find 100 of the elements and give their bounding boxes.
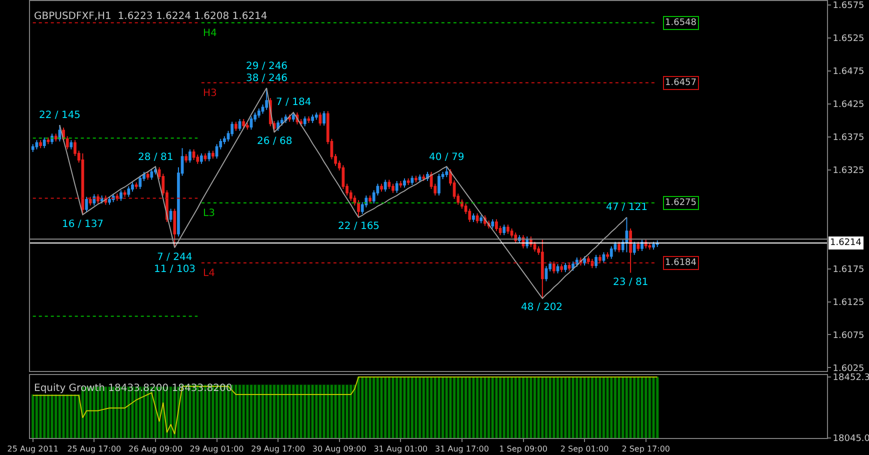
candlestick: [123, 190, 126, 198]
annotation: 23 / 81: [613, 277, 648, 288]
text: 1.6275: [665, 198, 696, 208]
candlestick: [438, 173, 440, 196]
candlestick: [656, 240, 659, 248]
x-tick-label: 1 Sep 09:00: [499, 444, 548, 454]
candlestick: [31, 144, 34, 153]
candlestick: [606, 252, 609, 260]
annotation: 47 / 121: [606, 202, 648, 213]
x-tick-label: 2 Sep 17:00: [622, 444, 670, 454]
candlestick: [184, 154, 188, 164]
candlestick: [625, 216, 628, 253]
candlestick: [42, 137, 46, 149]
candlestick: [70, 140, 73, 150]
candlestick: [127, 186, 130, 198]
candlestick: [276, 120, 280, 132]
candlestick: [380, 183, 383, 192]
candlestick: [188, 148, 192, 164]
candlestick: [598, 254, 602, 264]
candlestick: [586, 256, 590, 265]
annotation: 22 / 145: [39, 110, 81, 121]
x-tick-label: 25 Aug 17:00: [67, 444, 122, 454]
annotation: 7 / 184: [276, 97, 312, 108]
candlestick: [318, 112, 322, 126]
y-tick-label: 1.6425: [832, 100, 864, 110]
candlestick: [540, 239, 544, 299]
candlestick: [257, 108, 260, 118]
candlestick: [85, 196, 88, 213]
candlestick: [652, 241, 655, 250]
candlestick: [112, 193, 115, 203]
candlestick: [392, 183, 394, 194]
candlestick: [322, 110, 326, 126]
x-tick-label: 26 Aug 09:00: [128, 444, 182, 454]
candlestick: [307, 116, 310, 124]
candlestick: [204, 152, 207, 162]
candlestick: [618, 241, 620, 253]
text: 1.6457: [665, 78, 696, 88]
annotation: 7 / 244: [157, 252, 192, 263]
candlestick: [388, 179, 391, 190]
candlestick: [502, 224, 506, 236]
candlestick: [552, 261, 556, 274]
annotation: 16 / 137: [62, 219, 104, 230]
text: GBPUSDFXF,H1 1.6223 1.6224 1.6208 1.6214: [34, 11, 268, 22]
annotation: 48 / 202: [521, 302, 563, 313]
y-tick-label: 1.6325: [832, 166, 864, 176]
candlestick: [495, 218, 498, 232]
y-tick-label: 1.6025: [832, 364, 864, 374]
candlestick: [568, 262, 571, 272]
candlestick: [594, 254, 598, 269]
candlestick: [88, 196, 92, 206]
x-tick-label: 29 Aug 01:00: [190, 444, 244, 454]
candlestick: [491, 218, 494, 230]
candlestick: [357, 200, 360, 218]
annotation: 26 / 68: [257, 136, 292, 147]
line-series: [32, 376, 658, 435]
candlestick: [629, 228, 632, 274]
candlestick: [96, 194, 100, 204]
candlestick: [150, 168, 154, 180]
candlestick: [406, 178, 410, 186]
y-tick-label: 1.6125: [832, 298, 864, 308]
candlestick: [445, 166, 448, 178]
x-tick-label: 31 Aug 01:00: [374, 444, 428, 454]
x-tick-label: 30 Aug 09:00: [312, 444, 366, 454]
candlestick: [292, 112, 295, 122]
candlestick: [648, 242, 652, 250]
y-tick-label: 1.6525: [832, 34, 864, 44]
text: 1.6548: [665, 18, 697, 28]
candlestick: [246, 122, 249, 130]
x-tick-label: 2 Sep 01:00: [560, 444, 609, 454]
candlestick: [100, 195, 104, 204]
candlestick: [265, 88, 268, 110]
candlestick: [510, 228, 514, 238]
candlestick: [410, 175, 414, 186]
candlestick: [303, 116, 306, 127]
candlestick: [422, 174, 426, 182]
candlestick: [35, 140, 38, 150]
candlestick: [234, 121, 238, 132]
y-tick-label: 1.6175: [832, 264, 864, 275]
candlestick: [238, 118, 242, 132]
candlestick: [192, 148, 196, 160]
candlestick: [120, 190, 122, 202]
candlestick: [560, 264, 564, 273]
candlestick: [414, 175, 418, 183]
annotation: 11 / 103: [154, 264, 196, 275]
annotation: 28 / 81: [138, 152, 174, 163]
y-tick-label: 18452.3: [832, 373, 869, 384]
candlestick: [506, 224, 510, 234]
candlestick: [173, 208, 176, 248]
y-tick-label: 1.6475: [832, 67, 864, 78]
candlestick: [564, 262, 567, 273]
series-label: L4: [203, 268, 215, 279]
candlestick: [368, 195, 372, 204]
x-tick-label: 25 Aug 2011: [7, 444, 58, 454]
x-tick-label: 29 Aug 17:00: [251, 444, 306, 454]
candlestick: [314, 112, 318, 120]
series-label: H4: [203, 28, 217, 39]
candlestick: [116, 193, 119, 202]
candlestick: [146, 171, 150, 180]
candlestick: [632, 241, 636, 256]
candlestick: [54, 133, 58, 142]
